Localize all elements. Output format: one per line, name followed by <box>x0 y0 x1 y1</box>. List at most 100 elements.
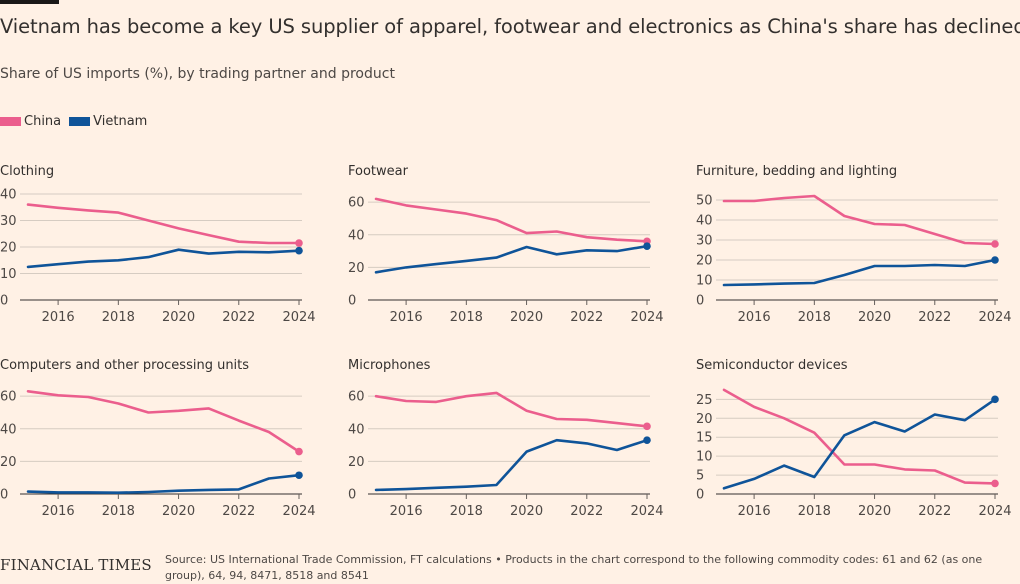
x-tick-label: 2016 <box>738 310 771 325</box>
x-tick-label: 2018 <box>798 310 831 325</box>
series-line-china <box>374 391 649 428</box>
y-tick-label: 0 <box>348 294 356 309</box>
x-tick-label: 2020 <box>162 504 195 519</box>
y-tick-label: 40 <box>0 422 17 437</box>
y-tick-label: 30 <box>696 234 713 249</box>
panel-furniture-bedding-and-lighting: Furniture, bedding and lighting 0 10 20 30 40… <box>696 164 1012 325</box>
ft-top-rule <box>0 0 59 4</box>
y-tick-label: 0 <box>0 294 8 309</box>
series-line-china <box>26 203 301 245</box>
panel-title: Microphones <box>348 358 431 373</box>
legend-swatch-china <box>0 117 21 126</box>
y-tick-label: 20 <box>696 412 713 427</box>
endpoint-marker-china <box>643 422 651 431</box>
y-tick-label: 60 <box>0 390 17 405</box>
y-tick-label: 10 <box>0 267 17 282</box>
series-line-china <box>374 197 649 243</box>
series-line-vietnam <box>374 438 649 492</box>
y-tick-label: 0 <box>696 488 704 503</box>
legend: China Vietnam <box>0 114 155 129</box>
y-tick-label: 60 <box>348 196 365 211</box>
series-line-china <box>26 390 301 453</box>
x-tick-label: 2022 <box>222 504 255 519</box>
x-tick-label: 2020 <box>510 504 543 519</box>
x-tick-label: 2024 <box>282 310 315 325</box>
y-tick-label: 20 <box>696 254 713 269</box>
panel-title: Footwear <box>348 164 409 179</box>
endpoint-marker-china <box>991 479 999 488</box>
y-tick-label: 40 <box>348 228 365 243</box>
series-line-vietnam <box>722 258 997 287</box>
x-tick-label: 2022 <box>222 310 255 325</box>
series-line-vietnam <box>26 473 301 494</box>
x-tick-label: 2020 <box>510 310 543 325</box>
y-tick-label: 40 <box>0 188 17 203</box>
ft-logo: FINANCIAL TIMES <box>0 556 152 574</box>
endpoint-marker-vietnam <box>295 471 303 480</box>
x-tick-label: 2016 <box>390 504 423 519</box>
endpoint-marker-vietnam <box>991 256 999 264</box>
x-tick-label: 2016 <box>738 504 771 519</box>
panel-title: Furniture, bedding and lighting <box>696 164 897 179</box>
legend-item-china: China <box>0 114 61 129</box>
y-tick-label: 20 <box>0 455 17 470</box>
panel-computers-and-other-processing-units: Computers and other processing units 0 20 4… <box>0 358 316 519</box>
endpoint-marker-vietnam <box>643 436 651 444</box>
x-tick-label: 2018 <box>450 504 483 519</box>
x-tick-label: 2016 <box>42 310 75 325</box>
panel-title: Semiconductor devices <box>696 358 848 373</box>
endpoint-marker-china <box>991 240 999 248</box>
y-tick-label: 20 <box>348 455 365 470</box>
endpoint-marker-vietnam <box>643 242 651 250</box>
x-tick-label: 2020 <box>858 504 891 519</box>
panel-clothing: Clothing 0 10 20 30 40 2016 2018 2020 2022 2024 <box>0 164 316 325</box>
legend-label-china: China <box>24 114 62 129</box>
y-tick-label: 10 <box>696 450 713 465</box>
y-tick-label: 10 <box>696 274 713 289</box>
x-tick-label: 2016 <box>42 504 75 519</box>
panel-microphones: Microphones 0 20 40 60 2016 2018 2020 2022 2024 <box>348 358 664 519</box>
y-tick-label: 0 <box>0 488 8 503</box>
panel-title: Clothing <box>0 164 54 179</box>
x-tick-label: 2024 <box>630 310 663 325</box>
chart-title: Vietnam has become a key US supplier of … <box>0 15 1020 38</box>
y-tick-label: 5 <box>696 469 704 484</box>
x-tick-label: 2018 <box>102 310 135 325</box>
x-tick-label: 2020 <box>162 310 195 325</box>
y-tick-label: 25 <box>696 393 713 408</box>
series-line-china <box>722 194 997 246</box>
chart-subtitle: Share of US imports (%), by trading part… <box>0 66 395 82</box>
x-tick-label: 2016 <box>390 310 423 325</box>
x-tick-label: 2024 <box>978 310 1011 325</box>
x-tick-label: 2024 <box>282 504 315 519</box>
y-tick-label: 40 <box>348 422 365 437</box>
x-tick-label: 2020 <box>858 310 891 325</box>
y-tick-label: 30 <box>0 214 17 229</box>
panel-footwear: Footwear 0 20 40 60 2016 2018 2020 2022 2024 <box>348 164 664 325</box>
panel-semiconductor-devices: Semiconductor devices 0 5 10 15 20 25 2016 2018 2… <box>696 358 1012 519</box>
x-tick-label: 2018 <box>450 310 483 325</box>
x-tick-label: 2024 <box>630 504 663 519</box>
series-line-vietnam <box>722 398 997 490</box>
y-tick-label: 40 <box>696 214 713 229</box>
legend-item-vietnam: Vietnam <box>69 114 147 129</box>
x-tick-label: 2022 <box>570 310 603 325</box>
x-tick-label: 2022 <box>918 504 951 519</box>
x-tick-label: 2024 <box>978 504 1011 519</box>
panel-title: Computers and other processing units <box>0 358 249 373</box>
series-line-china <box>722 388 997 485</box>
y-tick-label: 20 <box>348 261 365 276</box>
x-tick-label: 2022 <box>918 310 951 325</box>
endpoint-marker-vietnam <box>295 246 303 255</box>
y-tick-label: 0 <box>348 488 356 503</box>
endpoint-marker-china <box>295 447 303 456</box>
endpoint-marker-china <box>295 239 303 247</box>
series-line-vietnam <box>374 244 649 274</box>
legend-swatch-vietnam <box>69 117 91 126</box>
source-note: Source: US International Trade Commissio… <box>165 553 983 582</box>
x-tick-label: 2022 <box>570 504 603 519</box>
endpoint-marker-vietnam <box>991 395 999 404</box>
y-tick-label: 60 <box>348 390 365 405</box>
x-tick-label: 2018 <box>798 504 831 519</box>
